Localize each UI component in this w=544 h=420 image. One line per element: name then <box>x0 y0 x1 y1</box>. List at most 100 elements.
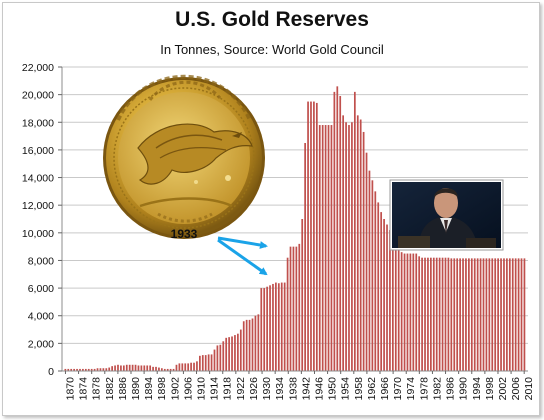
bar <box>427 257 429 371</box>
x-tick-label: 1946 <box>313 377 325 401</box>
x-tick-label: 1922 <box>235 377 247 401</box>
bar <box>190 362 192 371</box>
bar <box>201 355 204 371</box>
bar <box>207 354 210 371</box>
bar <box>491 258 494 371</box>
bar <box>371 180 374 371</box>
bar <box>403 253 406 371</box>
x-tick-label: 1966 <box>379 377 391 401</box>
x-tick-label: 1874 <box>78 377 90 401</box>
bar <box>482 258 485 371</box>
bar <box>345 122 347 372</box>
bar <box>149 365 152 371</box>
bar <box>237 333 239 371</box>
bar <box>462 258 464 371</box>
bar <box>137 365 140 371</box>
bar <box>313 101 315 372</box>
bar <box>465 258 467 371</box>
bar <box>143 365 146 371</box>
bar <box>131 364 134 371</box>
x-tick-label: 1914 <box>209 377 221 401</box>
bar <box>213 349 216 371</box>
bar <box>450 258 453 371</box>
bar <box>280 282 283 371</box>
bar <box>263 288 266 371</box>
bar <box>193 362 195 371</box>
y-tick-label: 14,000 <box>22 173 54 185</box>
x-tick-label: 1934 <box>274 377 286 401</box>
bar <box>225 337 228 371</box>
bar <box>409 253 412 371</box>
y-tick-label: 2,000 <box>28 338 54 350</box>
bar <box>365 152 368 371</box>
bar <box>292 246 295 371</box>
bar <box>468 258 470 371</box>
bar <box>377 202 380 371</box>
bar <box>295 246 298 371</box>
bar <box>257 314 260 371</box>
bar <box>99 368 102 371</box>
bar <box>219 344 222 371</box>
bar <box>424 257 426 371</box>
bar <box>324 125 327 371</box>
bar <box>128 364 131 371</box>
x-tick-label: 1906 <box>182 377 194 401</box>
bar <box>163 368 166 371</box>
bar <box>447 257 450 371</box>
bar <box>470 258 473 371</box>
bar <box>523 258 526 371</box>
bar <box>158 367 160 371</box>
bar <box>82 368 84 371</box>
bar <box>275 282 277 371</box>
bar <box>108 367 111 371</box>
bar <box>105 368 108 371</box>
bar <box>304 143 306 371</box>
bar <box>336 86 339 371</box>
bar <box>348 125 350 371</box>
bar <box>248 319 251 371</box>
y-tick-label: 20,000 <box>22 90 54 102</box>
bar <box>76 368 78 371</box>
bar <box>125 364 128 371</box>
x-tick-label: 1954 <box>340 377 352 401</box>
bar <box>368 170 371 371</box>
bar <box>488 258 491 371</box>
bar <box>520 258 523 371</box>
bar <box>269 285 271 371</box>
bar <box>260 288 263 371</box>
bar <box>96 368 99 371</box>
x-tick-label: 2006 <box>510 377 522 401</box>
bar <box>134 364 137 371</box>
bar <box>511 258 514 371</box>
y-tick-label: 0 <box>48 366 54 378</box>
x-tick-label: 1970 <box>392 377 404 401</box>
bar <box>152 366 154 371</box>
bar <box>453 258 456 371</box>
bar <box>432 257 435 371</box>
bar <box>406 253 409 371</box>
bar <box>117 364 119 371</box>
bar <box>517 258 520 371</box>
bar <box>187 363 190 371</box>
bar <box>356 115 359 371</box>
bar <box>140 365 143 371</box>
bar <box>506 258 508 371</box>
axes <box>61 67 528 372</box>
bar <box>412 253 415 371</box>
bar <box>111 366 113 371</box>
bar <box>122 365 125 371</box>
bar <box>418 256 421 371</box>
x-axis-ticks: 1870 1874 1878 1882 1886 1890 1894 1898 1902 1906… <box>64 371 535 400</box>
bar <box>272 283 274 371</box>
bar <box>342 115 344 371</box>
bar <box>397 249 400 371</box>
bar <box>199 355 201 371</box>
bar <box>93 368 96 371</box>
arrow-icon <box>217 236 268 249</box>
y-tick-label: 10,000 <box>22 228 54 240</box>
bar <box>204 355 207 371</box>
y-tick-label: 12,000 <box>22 200 54 212</box>
x-tick-label: 2010 <box>523 377 535 401</box>
x-tick-label: 1882 <box>104 377 116 401</box>
x-tick-label: 1894 <box>143 377 155 401</box>
